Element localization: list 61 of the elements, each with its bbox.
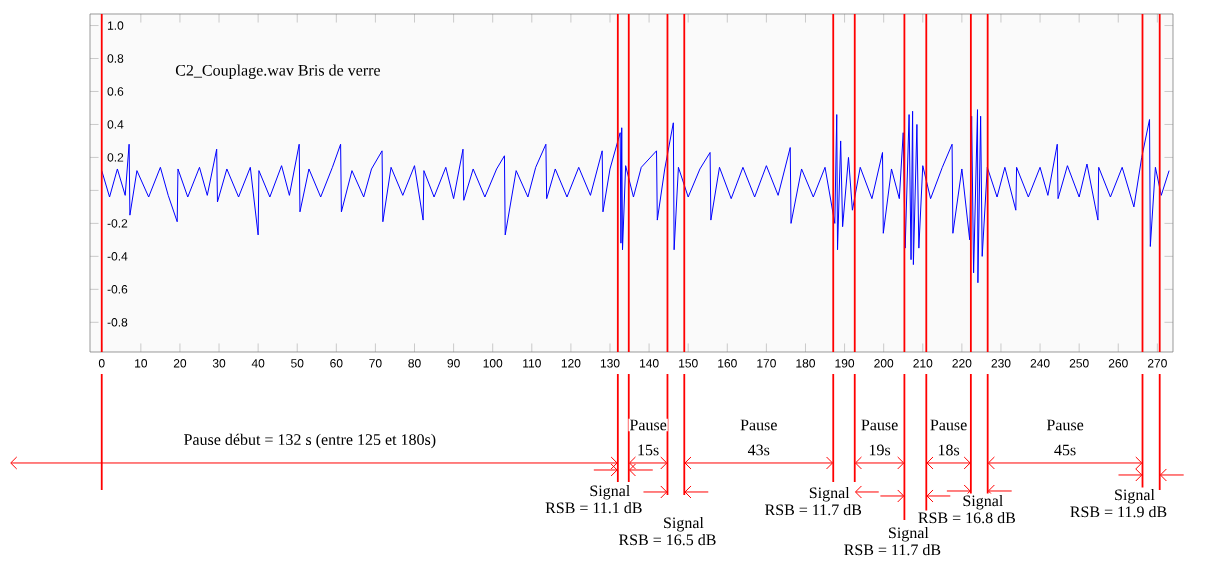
x-tick-label: 90 — [447, 359, 460, 368]
x-tick-label: 250 — [1069, 359, 1089, 368]
text: 45s — [1054, 444, 1076, 456]
x-tick-label: 270 — [1147, 359, 1167, 368]
x-tick-label: 240 — [1030, 359, 1050, 368]
x-tick-label: 70 — [369, 359, 382, 368]
text: RSB = 11.9 dB — [1070, 505, 1167, 518]
x-tick-label: 120 — [561, 359, 581, 368]
x-tick-label: 20 — [173, 359, 187, 368]
x-tick-label: 180 — [796, 359, 816, 368]
x-tick-label: 60 — [330, 359, 343, 368]
x-tick-label: 0 — [98, 359, 105, 368]
x-tick-label: 160 — [718, 359, 737, 368]
text: Pause — [629, 419, 667, 431]
text: Pause début = 132 s (entre 125 et 180s) — [184, 433, 436, 449]
text: 18s — [938, 444, 960, 456]
x-tick-label: 110 — [523, 359, 541, 368]
text: Signal — [1115, 488, 1155, 504]
x-tick-label: 80 — [408, 359, 421, 368]
y-tick-label: 0.6 — [107, 87, 124, 96]
y-tick-label: 0.4 — [107, 120, 124, 129]
x-tick-label: 200 — [874, 359, 894, 368]
text: RSB = 16.5 dB — [618, 533, 716, 546]
text: 19s — [869, 444, 891, 456]
text: Pause — [930, 419, 967, 431]
x-tick-label: 150 — [679, 359, 698, 368]
x-tick-label: 230 — [991, 359, 1011, 368]
y-tick-label: 0.2 — [107, 153, 124, 162]
x-tick-label: 130 — [600, 359, 620, 368]
text: Pause — [1046, 419, 1084, 431]
text: C2_Couplage.wav Bris de verre — [175, 64, 381, 79]
y-tick-label: 1.0 — [107, 21, 124, 30]
text: Pause — [861, 419, 898, 431]
y-tick-label: -0.2 — [107, 219, 128, 228]
x-tick-label: 170 — [757, 359, 776, 368]
text: RSB = 11.1 dB — [545, 501, 642, 514]
x-tick-label: 50 — [291, 359, 304, 368]
y-tick-label: -0.8 — [107, 318, 128, 327]
y-tick-label: -0.6 — [107, 285, 128, 294]
x-tick-label: 100 — [483, 359, 503, 368]
text: Signal — [963, 494, 1003, 510]
x-tick-label: 220 — [952, 359, 972, 368]
text: 15s — [638, 444, 659, 456]
text: RSB = 11.7 dB — [765, 503, 862, 516]
text: RSB = 16.8 dB — [918, 511, 1016, 524]
text: Signal — [809, 486, 850, 502]
x-tick-label: 10 — [135, 359, 148, 368]
x-tick-label: 210 — [913, 359, 933, 368]
y-tick-label: 0.8 — [107, 54, 124, 63]
text: Signal — [889, 526, 929, 542]
x-tick-label: 30 — [212, 359, 226, 368]
x-tick-label: 140 — [639, 359, 659, 368]
text: RSB = 11.7 dB — [844, 543, 941, 556]
text: 43s — [747, 444, 770, 456]
text: Signal — [590, 484, 630, 500]
text: Pause — [740, 419, 777, 431]
y-tick-label: -0.4 — [107, 252, 128, 261]
x-tick-label: 190 — [835, 359, 855, 368]
x-tick-label: 260 — [1108, 359, 1128, 368]
x-tick-label: 40 — [251, 359, 265, 368]
text: Signal — [664, 516, 704, 532]
